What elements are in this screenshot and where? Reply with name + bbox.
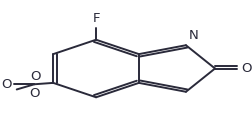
Text: O: O [1, 78, 12, 91]
Text: O: O [242, 62, 252, 75]
Text: N: N [189, 29, 199, 42]
Text: F: F [92, 12, 100, 25]
Text: O: O [30, 70, 41, 83]
Text: O: O [29, 87, 40, 100]
